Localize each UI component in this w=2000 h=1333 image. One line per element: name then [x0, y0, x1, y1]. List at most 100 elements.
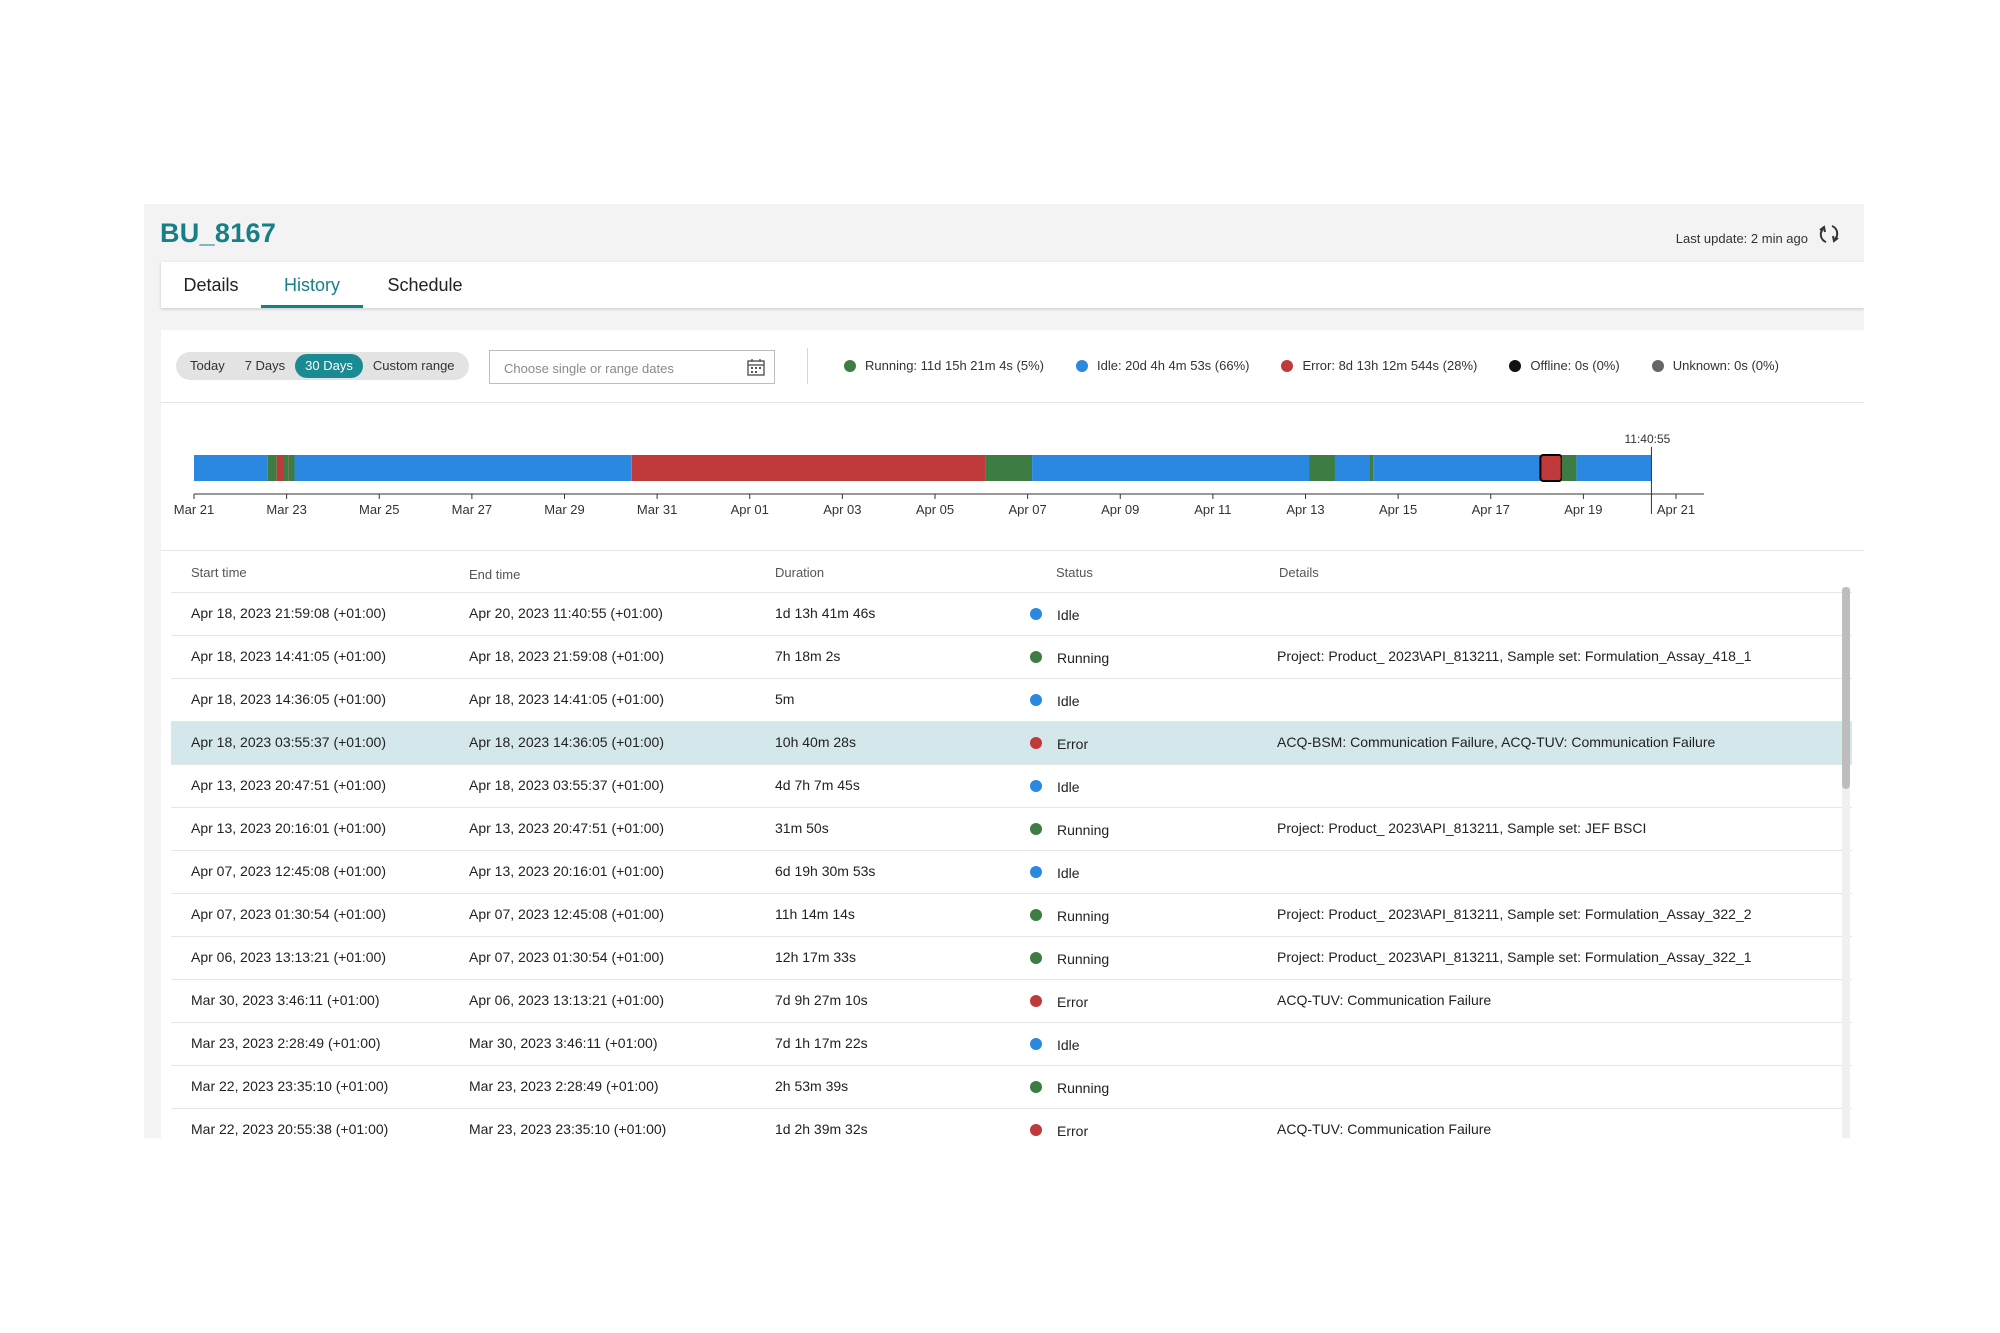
legend-offline: Offline: 0s (0%): [1509, 358, 1620, 373]
timeline-tick-label: Apr 01: [731, 502, 769, 517]
timeline-segment-idle[interactable]: [1576, 455, 1652, 481]
column-header-details[interactable]: Details: [1279, 565, 1319, 580]
cell-start-time: Apr 18, 2023 14:41:05 (+01:00): [191, 648, 386, 664]
timeline-segment-idle[interactable]: [1373, 455, 1541, 481]
table-row[interactable]: Apr 18, 2023 14:41:05 (+01:00) Apr 18, 20…: [171, 635, 1852, 678]
timeline-segment-idle[interactable]: [294, 455, 632, 481]
table-row[interactable]: Mar 22, 2023 20:55:38 (+01:00) Mar 23, 20…: [171, 1108, 1852, 1138]
date-range-input[interactable]: [502, 351, 736, 385]
cell-start-time: Apr 18, 2023 14:36:05 (+01:00): [191, 691, 386, 707]
timeline-segment-error[interactable]: [1539, 454, 1563, 482]
table-row[interactable]: Apr 13, 2023 20:47:51 (+01:00) Apr 18, 20…: [171, 764, 1852, 807]
last-update-text: Last update: 2 min ago: [1675, 231, 1808, 246]
cell-start-time: Mar 22, 2023 23:35:10 (+01:00): [191, 1078, 389, 1094]
tab-details[interactable]: Details: [183, 275, 239, 295]
column-header-start[interactable]: Start time: [191, 565, 247, 580]
cell-duration: 7d 9h 27m 10s: [775, 992, 868, 1008]
timeline-tick-label: Mar 25: [359, 502, 399, 517]
table-row[interactable]: Apr 18, 2023 03:55:37 (+01:00) Apr 18, 20…: [171, 721, 1852, 764]
cell-status: Idle: [1057, 779, 1080, 795]
range-custom-button[interactable]: Custom range: [372, 358, 455, 373]
cell-start-time: Mar 22, 2023 20:55:38 (+01:00): [191, 1121, 389, 1137]
cell-duration: 1d 2h 39m 32s: [775, 1121, 868, 1137]
tab-history[interactable]: History: [261, 262, 363, 308]
table-row[interactable]: Apr 18, 2023 21:59:08 (+01:00) Apr 20, 20…: [171, 592, 1852, 635]
cell-status: Idle: [1057, 607, 1080, 623]
status-timeline: Mar 21 Mar 23 Mar 25 Mar 27 Mar 29 Mar 31 Apr …: [161, 420, 1864, 530]
timeline-tick-label: Mar 29: [544, 502, 584, 517]
cell-duration: 10h 40m 28s: [775, 734, 856, 750]
table-row[interactable]: Apr 13, 2023 20:16:01 (+01:00) Apr 13, 20…: [171, 807, 1852, 850]
legend-idle-dot: [1075, 359, 1088, 372]
timeline-segment-idle[interactable]: [194, 455, 268, 481]
table-row[interactable]: Mar 30, 2023 3:46:11 (+01:00) Apr 06, 202…: [171, 979, 1852, 1022]
table-scrollbar[interactable]: [1842, 587, 1850, 1138]
timeline-segment-error[interactable]: [276, 455, 284, 481]
cell-duration: 6d 19h 30m 53s: [775, 863, 876, 879]
cell-end-time: Apr 13, 2023 20:16:01 (+01:00): [469, 863, 664, 879]
range-7days-button[interactable]: 7 Days: [244, 358, 286, 373]
table-row[interactable]: Mar 23, 2023 2:28:49 (+01:00) Mar 30, 202…: [171, 1022, 1852, 1065]
cell-end-time: Mar 23, 2023 2:28:49 (+01:00): [469, 1078, 659, 1094]
device-title: BU_8167: [160, 218, 277, 248]
timeline-segment-running[interactable]: [289, 455, 295, 481]
table-row[interactable]: Apr 18, 2023 14:36:05 (+01:00) Apr 18, 20…: [171, 678, 1852, 721]
table-header: Start time End time Duration Status Deta…: [171, 551, 1851, 591]
legend-offline-label: Offline: 0s (0%): [1530, 358, 1620, 373]
legend-unknown-label: Unknown: 0s (0%): [1672, 358, 1779, 373]
table-row[interactable]: Apr 07, 2023 12:45:08 (+01:00) Apr 13, 20…: [171, 850, 1852, 893]
column-header-status[interactable]: Status: [1056, 565, 1093, 580]
cell-duration: 1d 13h 41m 46s: [775, 605, 876, 621]
timeline-segment-running[interactable]: [985, 455, 1033, 481]
timeline-tick-label: Apr 19: [1564, 502, 1602, 517]
cell-start-time: Apr 18, 2023 21:59:08 (+01:00): [191, 605, 386, 621]
legend-unknown-dot: [1651, 359, 1664, 372]
cell-details: ACQ-TUV: Communication Failure: [1277, 1121, 1492, 1137]
timeline-tick-label: Apr 11: [1194, 502, 1231, 517]
cell-end-time: Mar 23, 2023 23:35:10 (+01:00): [469, 1121, 667, 1137]
status-dot: [1030, 823, 1042, 835]
table-row[interactable]: Apr 06, 2023 13:13:21 (+01:00) Apr 07, 20…: [171, 936, 1852, 979]
cell-start-time: Apr 07, 2023 12:45:08 (+01:00): [191, 863, 386, 879]
timeline-segment-running[interactable]: [1309, 455, 1336, 481]
column-header-end[interactable]: End time: [469, 567, 521, 582]
column-header-duration[interactable]: Duration: [775, 565, 825, 580]
legend-idle: Idle: 20d 4h 4m 53s (66%): [1075, 358, 1249, 373]
range-30days-button[interactable]: 30 Days: [295, 354, 363, 378]
cell-status: Idle: [1057, 865, 1080, 881]
cell-end-time: Apr 18, 2023 14:41:05 (+01:00): [469, 691, 664, 707]
legend-running-dot: [844, 359, 856, 372]
refresh-icon[interactable]: [1816, 221, 1842, 247]
cell-start-time: Apr 13, 2023 20:47:51 (+01:00): [191, 777, 386, 793]
timeline-segment-idle[interactable]: [1032, 455, 1310, 481]
cell-details: ACQ-BSM: Communication Failure, ACQ-TUV:…: [1277, 734, 1716, 750]
table-scrollbar-thumb[interactable]: [1842, 587, 1850, 789]
timeline-chart: Mar 21 Mar 23 Mar 25 Mar 27 Mar 29 Mar 31 Apr …: [174, 432, 1704, 517]
tab-bar: Details History Schedule: [161, 262, 1864, 308]
timeline-segment-running[interactable]: [283, 455, 289, 481]
cell-status: Idle: [1057, 1037, 1080, 1053]
cell-end-time: Apr 18, 2023 14:36:05 (+01:00): [469, 734, 664, 750]
timeline-segment-running[interactable]: [1561, 455, 1577, 481]
timeline-segment-error[interactable]: [631, 455, 986, 481]
device-history-panel: BU_8167 Last update: 2 min ago Details H…: [144, 204, 1864, 1138]
cell-end-time: Apr 20, 2023 11:40:55 (+01:00): [469, 605, 663, 621]
range-today-button[interactable]: Today: [190, 358, 225, 373]
cell-end-time: Apr 07, 2023 12:45:08 (+01:00): [469, 906, 664, 922]
timeline-tick-label: Apr 03: [823, 502, 861, 517]
cell-end-time: Mar 30, 2023 3:46:11 (+01:00): [469, 1035, 658, 1051]
history-table: Start time End time Duration Status Deta…: [161, 550, 1864, 1138]
table-row[interactable]: Mar 22, 2023 23:35:10 (+01:00) Mar 23, 20…: [171, 1065, 1852, 1108]
calendar-icon[interactable]: [746, 357, 766, 377]
status-dot: [1030, 909, 1042, 921]
timeline-segment-error[interactable]: [288, 455, 291, 481]
range-selector: Today 7 Days 30 Days Custom range: [176, 352, 469, 380]
timeline-segment-running[interactable]: [1369, 455, 1374, 481]
timeline-tick-label: Apr 05: [916, 502, 954, 517]
timeline-tick-label: Apr 13: [1286, 502, 1324, 517]
tab-schedule[interactable]: Schedule: [387, 275, 463, 295]
cell-status: Error: [1057, 1123, 1089, 1138]
table-row[interactable]: Apr 07, 2023 01:30:54 (+01:00) Apr 07, 20…: [171, 893, 1852, 936]
timeline-segment-idle[interactable]: [1334, 455, 1370, 481]
timeline-segment-running[interactable]: [267, 455, 277, 481]
